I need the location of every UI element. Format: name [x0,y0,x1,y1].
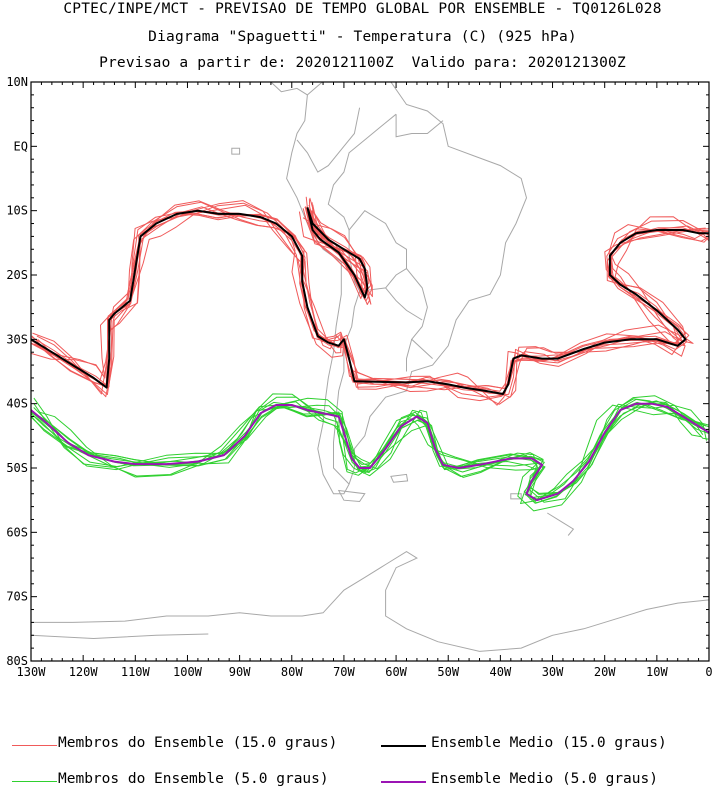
chart-subtitle: Diagrama "Spaguetti" - Temperatura (C) (… [148,29,577,45]
y-tick-label-1: EQ [14,139,28,153]
x-tick-label-7: 60W [385,665,407,679]
member15-line-0-0 [31,210,709,394]
antarctica-coastline [31,551,709,652]
galapagos-islands [231,147,241,155]
x-tick-label-10: 30W [542,665,564,679]
x-tick-label-9: 40W [490,665,512,679]
antarctica-iceshelf [31,633,209,640]
member15-line-0-3 [31,213,709,392]
country-border-6 [395,114,444,138]
south-sandwich-islands [547,512,575,536]
member15-line-0-7 [31,202,708,406]
country-border-3 [333,290,361,485]
member5-line-0-9 [31,403,707,494]
x-tick-label-8: 50W [437,665,459,679]
legend-swatch-member5 [12,781,57,782]
member5-line-0-4 [39,397,707,512]
member15-line-1-9 [306,207,373,302]
trinidad-island [385,82,394,83]
member5-line-0-5 [33,396,702,500]
mean5-line-0 [31,402,709,502]
y-tick-label-7: 60S [6,525,28,539]
member5-line-0-6 [31,401,709,495]
country-border-4 [385,287,423,321]
x-tick-label-6: 70W [333,665,355,679]
axes-layer: 130W 120W 110W 100W 90W 80W 70W 60W 50W 40W 30W 20W… [6,75,712,679]
x-tick-label-12: 10W [646,665,668,679]
member15-line-0-1 [37,204,709,398]
x-tick-label-4: 90W [229,665,251,679]
country-border-5 [406,339,413,372]
x-tick-label-1: 120W [69,665,99,679]
legend-label-member5: Membros do Ensemble (5.0 graus) [58,771,329,787]
legend-label-mean15: Ensemble Medio (15.0 graus) [431,735,667,751]
spaghetti-map: 130W 120W 110W 100W 90W 80W 70W 60W 50W 40W 30W 20W… [6,75,712,679]
x-tick-label-11: 20W [594,665,616,679]
chart-title: CPTEC/INPE/MCT - PREVISAO DE TEMPO GLOBA… [63,1,662,17]
central-america-coastline [270,82,308,96]
member5-line-0-2 [31,401,709,501]
tierra-del-fuego [337,489,366,503]
legend-swatch-member15 [12,745,57,746]
y-tick-label-2: 10S [6,204,28,218]
y-tick-label-0: 10N [6,75,28,89]
y-tick-label-6: 50S [6,461,28,475]
y-tick-label-8: 70S [6,590,28,604]
member15-line-1-7 [302,215,364,298]
member5-line-0-7 [31,403,709,504]
member15-line-0-8 [32,200,709,402]
forecast-times: Previsao a partir de: 2020121100Z Valido… [99,55,626,71]
x-tick-label-2: 110W [121,665,151,679]
x-tick-label-5: 80W [281,665,303,679]
member15-line-0-4 [33,200,709,405]
x-tick-label-3: 100W [173,665,203,679]
y-tick-label-3: 20S [6,268,28,282]
plot-frame [30,81,710,662]
member5-line-0-1 [32,404,704,503]
country-border-1 [327,113,433,359]
y-tick-label-9: 80S [6,654,28,668]
legend-swatch-mean15 [381,745,426,747]
member15-line-1-10 [306,209,367,296]
x-tick-label-13: 0 [705,665,712,679]
x-tick-label-0: 130W [17,665,47,679]
member5-line-0-10 [31,403,709,504]
legend-label-member15: Membros do Ensemble (15.0 graus) [58,735,338,751]
legend-label-mean5: Ensemble Medio (5.0 graus) [431,771,658,787]
y-tick-label-5: 40S [6,397,28,411]
legend: Membros do Ensemble (15.0 graus) Ensembl… [0,728,725,792]
chart-titles: CPTEC/INPE/MCT - PREVISAO DE TEMPO GLOBA… [0,0,725,80]
y-tick-label-4: 30S [6,332,28,346]
legend-swatch-mean5 [381,781,426,783]
ensemble-means-layer [31,207,709,502]
member15-line-0-10 [31,210,709,396]
falkland-islands [390,473,409,483]
member5-line-0-0 [33,398,709,500]
country-border-0 [296,107,361,173]
mean15-line-0 [31,209,709,395]
mean15-line-1 [306,207,369,299]
